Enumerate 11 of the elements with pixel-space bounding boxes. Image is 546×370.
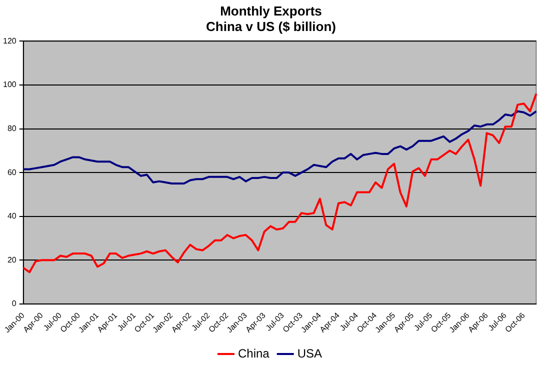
y-tick-label: 80 (7, 124, 17, 133)
y-tick-label: 0 (12, 299, 17, 308)
y-tick-label: 60 (7, 168, 17, 177)
y-tick-label: 100 (2, 80, 17, 90)
legend-label: USA (297, 346, 322, 360)
chart-subtitle: China v US ($ billion) (206, 18, 336, 34)
y-tick-label: 20 (7, 255, 17, 264)
y-tick-label: 40 (7, 212, 17, 221)
chart-title: Monthly Exports (220, 3, 322, 18)
legend-label: China (238, 346, 270, 360)
y-tick-label: 120 (2, 36, 17, 46)
